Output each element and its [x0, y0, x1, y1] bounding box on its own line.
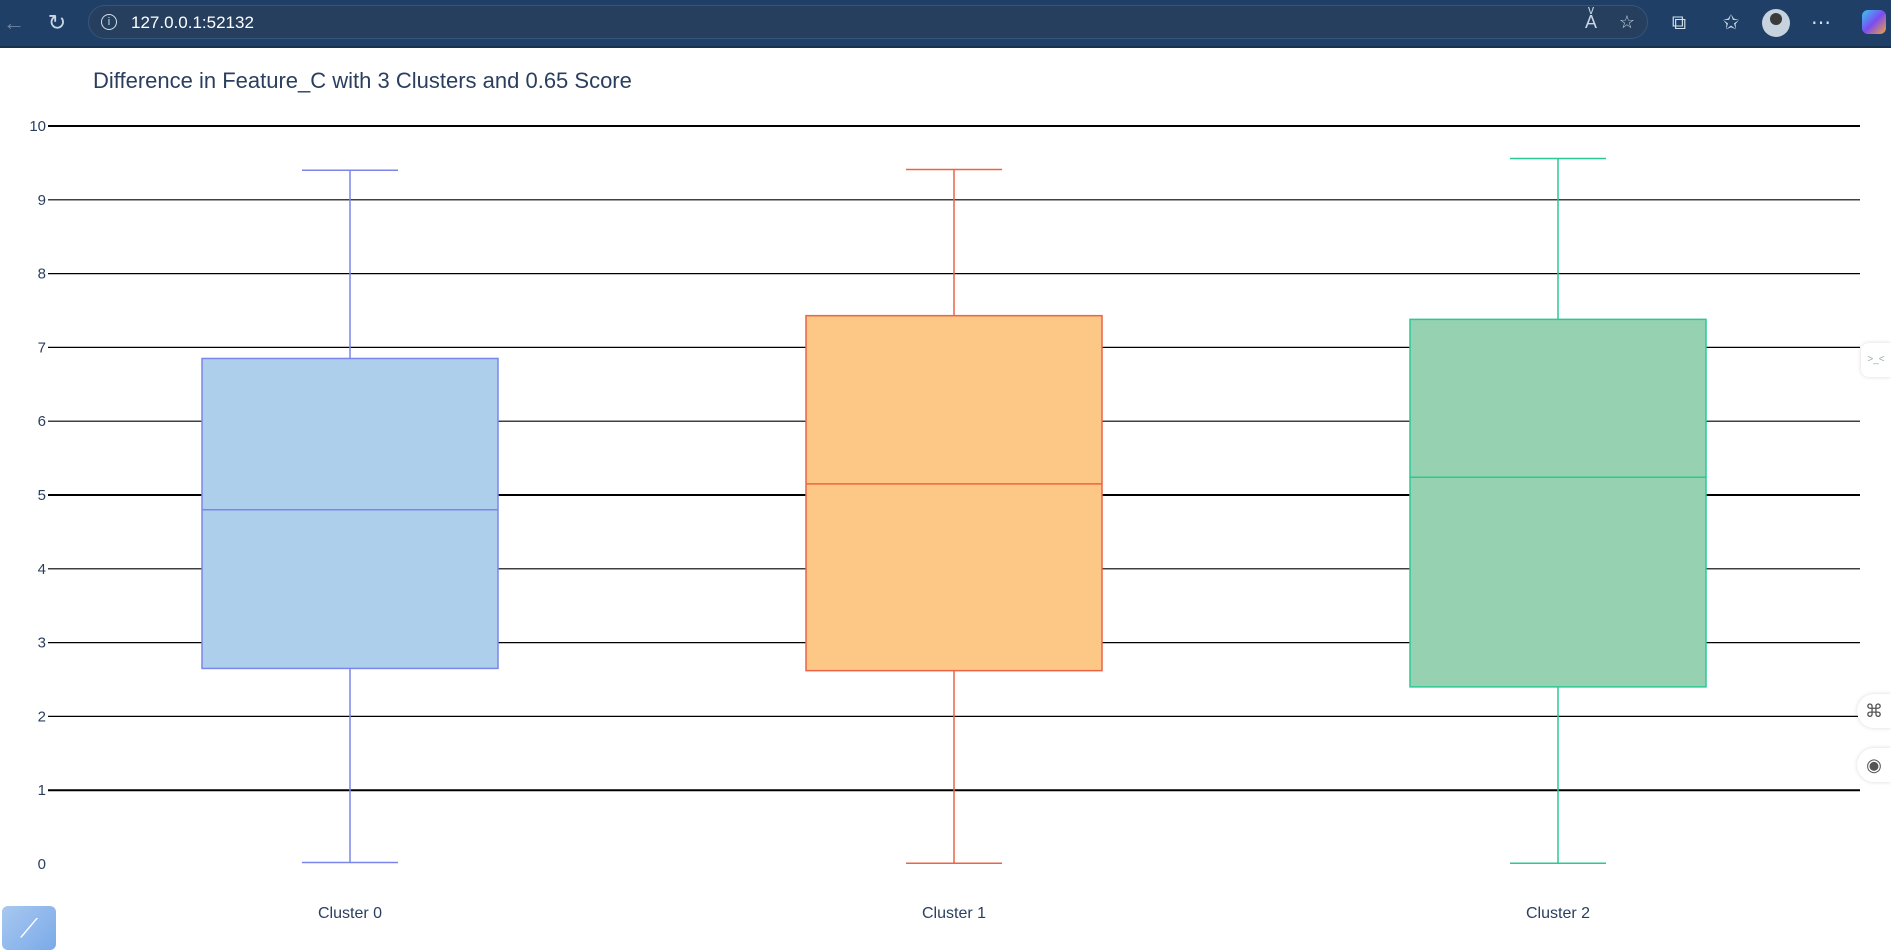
reload-icon[interactable]: ↻ [47, 10, 67, 35]
read-aloud-icon[interactable]: Aͮ [1584, 12, 1597, 32]
y-tick-label-6: 6 [38, 413, 46, 430]
side-panel-tab[interactable]: >_< [1861, 343, 1891, 377]
favorites-icon[interactable]: ✩ [1722, 12, 1740, 34]
copilot-icon[interactable] [1862, 10, 1886, 34]
tick-labels: 0 1 2 3 4 5 6 7 8 9 10 Cluster 0 Cluster 1 Cluster 2 [29, 118, 1590, 922]
x-tick-label-1: Cluster 1 [922, 905, 986, 922]
more-icon[interactable]: ⋯ [1811, 12, 1831, 34]
y-tick-label-10: 10 [29, 118, 46, 135]
y-tick-label-3: 3 [38, 635, 46, 652]
star-icon[interactable]: ☆ [1618, 12, 1635, 32]
url-text: 127.0.0.1:52132 [131, 13, 254, 32]
y-tick-label-1: 1 [38, 782, 46, 799]
cluster-2-box [1409, 318, 1707, 688]
y-tick-label-9: 9 [38, 192, 46, 209]
browser-toolbar: ← ↻ i 127.0.0.1:52132 Aͮ ☆ ⧉ ✩ ⋯ [0, 0, 1891, 48]
boxes [201, 157, 1707, 865]
assistant-icon[interactable]: ◉ [1857, 748, 1891, 782]
y-tick-label-7: 7 [38, 339, 46, 356]
chart-title: Difference in Feature_C with 3 Clusters … [93, 68, 632, 93]
app-logo-icon[interactable]: ⟋ [2, 906, 56, 950]
y-tick-label-5: 5 [38, 487, 46, 504]
puzzle-icon[interactable]: ⧉ [1671, 12, 1687, 34]
cluster-0-box [201, 357, 499, 670]
y-tick-label-0: 0 [38, 856, 46, 873]
y-tick-label-2: 2 [38, 708, 46, 725]
avatar[interactable] [1762, 9, 1790, 37]
back-arrow-icon[interactable]: ← [3, 10, 25, 35]
y-tick-label-8: 8 [38, 266, 46, 283]
cluster-1-box [805, 314, 1103, 672]
box-plot: 0 1 2 3 4 5 6 7 8 9 10 Cluster 0 Cluster 1 Cluster 2 [29, 118, 1860, 922]
x-tick-label-0: Cluster 0 [318, 905, 382, 922]
x-tick-label-2: Cluster 2 [1526, 905, 1590, 922]
address-bar[interactable]: i 127.0.0.1:52132 Aͮ ☆ [88, 5, 1648, 39]
apps-icon[interactable]: ⌘ [1857, 694, 1891, 728]
y-tick-label-4: 4 [38, 561, 46, 578]
info-icon[interactable]: i [101, 14, 117, 30]
